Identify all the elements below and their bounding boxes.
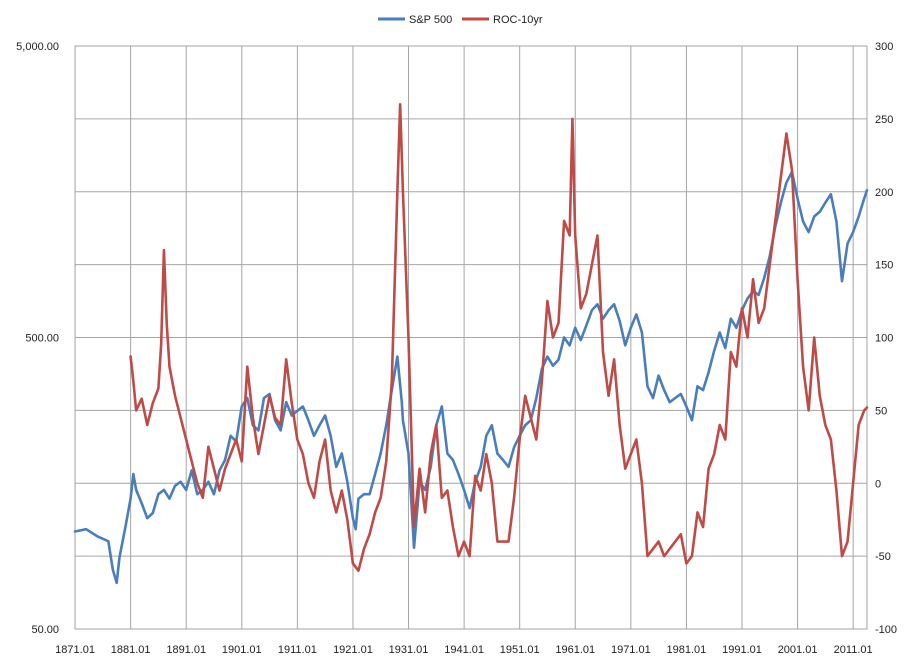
x-tick-label: 1981.01 xyxy=(667,644,707,656)
y-right-tick-label: -50 xyxy=(875,551,891,563)
y-right-tick-label: 100 xyxy=(875,333,893,345)
legend: S&P 500 ROC-10yr xyxy=(378,14,543,26)
x-tick-label: 1931.01 xyxy=(389,644,429,656)
y-right-tick-label: 250 xyxy=(875,114,893,126)
x-tick-label: 1971.01 xyxy=(611,644,651,656)
x-tick-label: 1961.01 xyxy=(555,644,595,656)
y-right-tick-label: 0 xyxy=(875,478,881,490)
x-tick-label: 1871.01 xyxy=(55,644,95,656)
series-line-roc-10yr xyxy=(129,103,869,572)
x-tick-label: 1881.01 xyxy=(111,644,151,656)
x-tick-label: 2001.01 xyxy=(778,644,818,656)
y-left-tick-label: 50.00 xyxy=(31,624,59,636)
y-right-tick-label: 300 xyxy=(875,41,893,53)
x-tick-label: 1891.01 xyxy=(166,644,206,656)
legend-label: ROC-10yr xyxy=(493,14,543,26)
legend-item-roc-10yr: ROC-10yr xyxy=(462,14,543,26)
series-line-sp500 xyxy=(73,170,869,585)
y-right-tick-label: 150 xyxy=(875,260,893,272)
y-left-tick-label: 500.00 xyxy=(25,333,59,345)
legend-item-sp500: S&P 500 xyxy=(378,14,452,26)
x-tick-label: 1901.01 xyxy=(222,644,262,656)
x-tick-labels: 1871.01 1881.01 1891.01 1901.01 1911.01 1921.… xyxy=(55,644,872,656)
y-right-tick-label: -100 xyxy=(875,624,897,636)
x-tick-label: 1911.01 xyxy=(278,644,317,656)
y-right-tick-label: 50 xyxy=(875,405,887,417)
x-tick-label: 1921.01 xyxy=(333,644,373,656)
series-layer xyxy=(73,103,869,585)
y-right-tick-label: 200 xyxy=(875,187,893,199)
y-left-tick-labels: 50.00 500.00 5,000.00 xyxy=(16,41,59,636)
x-tick-label: 2011.01 xyxy=(834,644,873,656)
x-tick-label: 1941.01 xyxy=(444,644,484,656)
x-tick-label: 1951.01 xyxy=(500,644,540,656)
legend-label: S&P 500 xyxy=(409,14,452,26)
y-left-tick-label: 5,000.00 xyxy=(16,41,59,53)
x-tick-label: 1991.01 xyxy=(722,644,762,656)
y-right-tick-labels: -100 -50 0 50 100 150 200 250 300 xyxy=(875,41,897,636)
